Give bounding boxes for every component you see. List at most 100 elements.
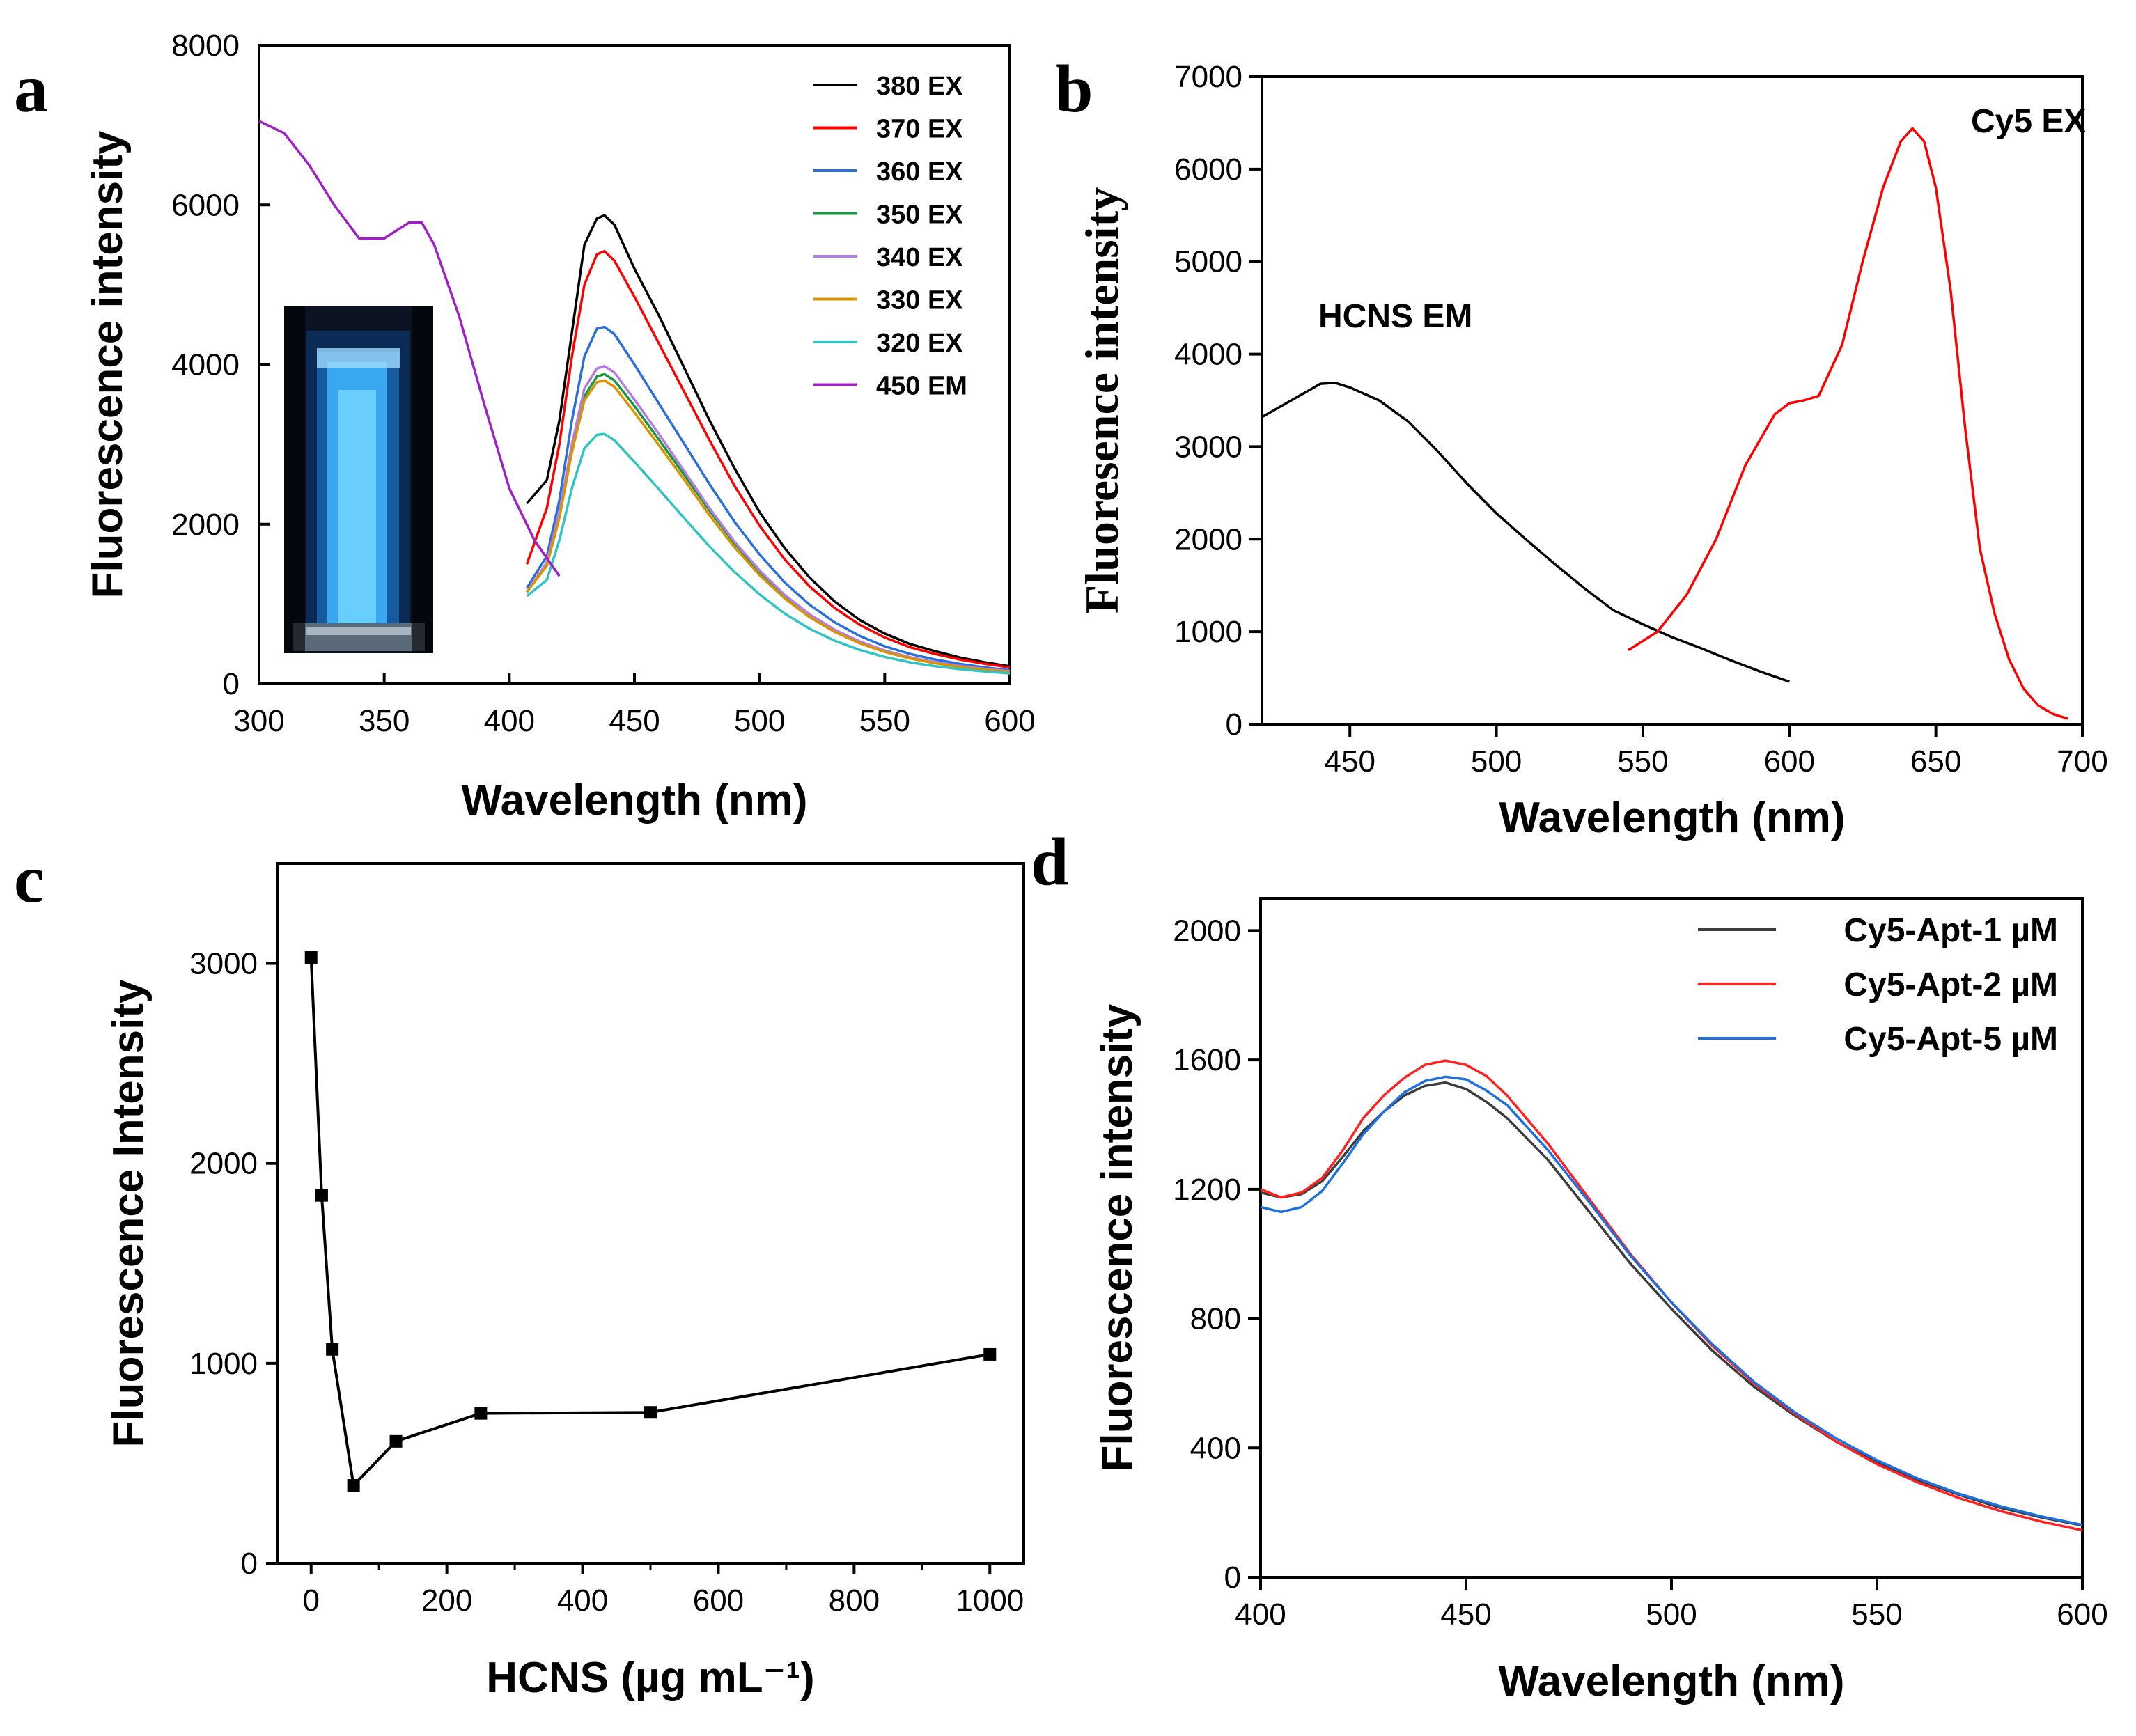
panel-c-x-axis-title: HCNS (µg mL⁻¹): [486, 1654, 814, 1702]
y-tick-label: 0: [223, 667, 240, 701]
panel-b-x-axis-title: Wavelength (nm): [1499, 794, 1845, 842]
x-tick-label: 500: [1471, 744, 1522, 779]
legend-label: 380 EX: [876, 72, 963, 101]
y-tick-label: 1200: [1173, 1173, 1241, 1207]
legend-label: 370 EX: [876, 115, 963, 144]
y-tick-label: 800: [1190, 1302, 1241, 1336]
panel-a-axes: 300 350 400 450 500 550 60002000400060008000Wa…: [84, 29, 1036, 824]
panel-a-letter: a: [14, 52, 48, 127]
y-tick-label: 4000: [171, 348, 240, 382]
x-tick-label: 400: [557, 1583, 608, 1618]
y-tick-label: 1000: [189, 1347, 258, 1381]
panel-b-y-axis-title: Fluoresence intensity: [1075, 187, 1128, 614]
panel-a-y-axis-title: Fluorescence intensity: [84, 130, 132, 598]
series-line-330-ex: [526, 379, 1011, 673]
panel-d-letter: d: [1031, 824, 1069, 900]
series-line-cy5-ex: [1627, 127, 2068, 720]
y-tick-label: 6000: [1174, 153, 1242, 187]
y-tick-label: 400: [1190, 1431, 1241, 1465]
panel-c-y-axis-title: Fluorescence Intensity: [104, 979, 153, 1447]
y-tick-label: 2000: [1173, 914, 1241, 948]
data-point: [389, 1434, 403, 1448]
cy5-ex-annotation: Cy5 EX: [1971, 103, 2086, 140]
y-tick-label: 1600: [1173, 1043, 1241, 1077]
x-tick-label: 500: [1646, 1597, 1697, 1632]
panel-a-legend: 380 EX 370 EX 360 EX 350 EX 340 EX 330 EX 320 …: [813, 72, 967, 401]
panel-d-axes: 400 450 500 550 6000400800120016002000Wavele…: [1093, 897, 2108, 1705]
data-point: [347, 1479, 360, 1492]
y-tick-label: 7000: [1174, 60, 1242, 94]
data-point: [644, 1406, 657, 1419]
legend-label: 330 EX: [876, 286, 963, 315]
x-tick-label: 450: [1325, 744, 1375, 779]
x-tick-label: 600: [1764, 744, 1815, 779]
y-tick-label: 0: [1224, 1561, 1241, 1595]
x-tick-label: 450: [1440, 1597, 1491, 1632]
series-line-360-ex: [526, 325, 1011, 672]
y-tick-label: 3000: [189, 947, 258, 981]
x-tick-label: 400: [1235, 1597, 1286, 1632]
y-tick-label: 8000: [171, 29, 240, 63]
legend-label: 320 EX: [876, 329, 963, 358]
y-tick-label: 3000: [1174, 430, 1242, 464]
y-tick-label: 1000: [1174, 615, 1242, 649]
data-point: [474, 1407, 488, 1420]
x-tick-label: 450: [609, 704, 660, 738]
series-line-380-ex: [526, 214, 1011, 668]
y-tick-label: 0: [241, 1547, 258, 1581]
y-tick-label: 2000: [171, 508, 240, 542]
x-tick-label: 200: [421, 1583, 472, 1618]
x-tick-label: 300: [233, 704, 284, 738]
legend-label: Cy5-Apt-1 µM: [1843, 912, 2058, 949]
panel-c: c 0 200 400 600 800 1000 0 1000 2000 3000 HCNS (µg…: [14, 842, 1025, 1702]
y-tick-label: 0: [1226, 707, 1242, 742]
y-tick-label: 2000: [189, 1147, 258, 1181]
x-tick-label: 500: [734, 704, 785, 738]
series-line-340-ex: [526, 365, 1011, 673]
panel-b-axes: 450 500 550 600 650 7000100020003000400050006…: [1075, 60, 2108, 842]
legend-label: Cy5-Apt-2 µM: [1843, 967, 2058, 1003]
legend-label: Cy5-Apt-5 µM: [1843, 1021, 2058, 1058]
panel-c-frame: [276, 862, 1025, 1565]
y-tick-label: 4000: [1174, 338, 1242, 372]
legend-label: 360 EX: [876, 157, 963, 187]
x-tick-label: 800: [829, 1583, 880, 1618]
x-tick-label: 700: [2057, 744, 2107, 779]
panel-d-legend: Cy5-Apt-1 µM Cy5-Apt-2 µM Cy5-Apt-5 µM: [1698, 912, 2058, 1058]
x-tick-label: 550: [859, 704, 910, 738]
y-tick-label: 6000: [171, 188, 240, 222]
x-tick-label: 600: [2057, 1597, 2107, 1632]
series-line-450-em: [258, 120, 561, 577]
panel-d-y-axis-title: Fluorescence intensity: [1093, 1003, 1141, 1471]
data-point: [315, 1189, 328, 1202]
panel-c-axes: 0 200 400 600 800 1000 0 1000 2000 3000 HCNS (µg m…: [104, 862, 1025, 1702]
series-line-cy5-apt-2-m: [1260, 1059, 2083, 1532]
x-tick-label: 600: [984, 704, 1035, 738]
x-tick-label: 0: [302, 1583, 319, 1618]
series-line-cy5-apt-5-m: [1260, 1075, 2083, 1526]
y-tick-label: 2000: [1174, 522, 1242, 556]
legend-label: 450 EM: [876, 372, 967, 401]
panel-d-x-axis-title: Wavelength (nm): [1498, 1657, 1844, 1705]
legend-label: 350 EX: [876, 201, 963, 230]
x-tick-label: 400: [484, 704, 535, 738]
x-tick-label: 1000: [956, 1583, 1024, 1618]
x-tick-label: 350: [359, 704, 410, 738]
panel-b-frame: [1261, 75, 2084, 726]
series-line-cy5-apt-1-m: [1260, 1081, 2083, 1527]
panel-b: b 450 500 550 600 650 70001000200030004000500…: [1055, 52, 2108, 842]
legend-label: 340 EX: [876, 243, 963, 272]
x-tick-label: 550: [1617, 744, 1668, 779]
x-tick-label: 650: [1910, 744, 1961, 779]
series-line-320-ex: [526, 432, 1011, 675]
series-line-data: [309, 957, 990, 1487]
data-point: [326, 1343, 339, 1356]
series-line-370-ex: [525, 249, 1011, 669]
panel-c-letter: c: [14, 842, 45, 917]
panel-a-x-axis-title: Wavelength (nm): [461, 776, 807, 824]
panel-a: a 300 350 400 450 500 550 60002000400060008000…: [14, 29, 1036, 824]
data-point: [983, 1347, 997, 1361]
panel-b-letter: b: [1055, 52, 1093, 127]
series-line-hcns-em: [1261, 382, 1790, 683]
